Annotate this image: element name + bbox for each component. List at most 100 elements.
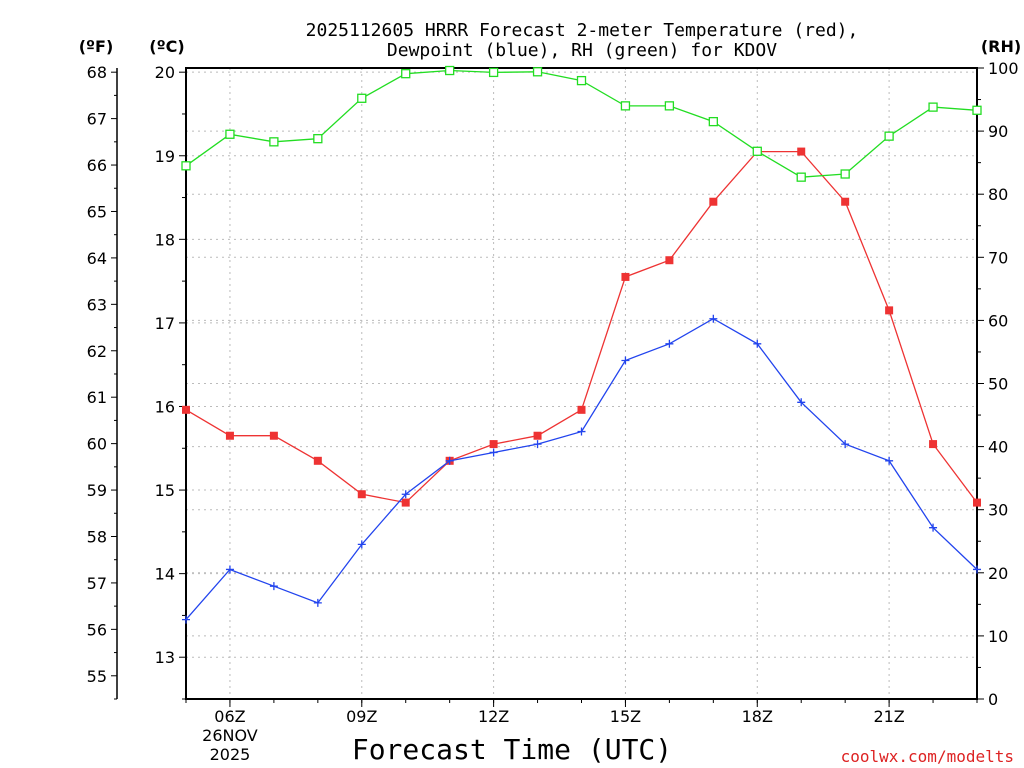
x-tick-label: 15Z xyxy=(610,707,641,726)
dewpoint-point xyxy=(709,314,718,323)
celsius-tick-label: 19 xyxy=(155,147,175,166)
dewpoint-point xyxy=(401,490,410,499)
rh-tick-label: 40 xyxy=(988,438,1008,457)
x-axis-title: Forecast Time (UTC) xyxy=(352,733,672,766)
rh-point xyxy=(313,134,323,144)
2-meter-temperature-series xyxy=(182,147,981,507)
rh-point xyxy=(269,137,279,147)
x-tick-label: 06Z xyxy=(214,707,245,726)
rh-point xyxy=(708,116,718,127)
rh-point xyxy=(181,161,191,171)
dewpoint-series xyxy=(182,314,981,624)
rh-point xyxy=(488,67,499,78)
rh-point xyxy=(357,93,367,103)
rh-point xyxy=(620,101,631,111)
dewpoint-point xyxy=(489,448,498,457)
dewpoint-point xyxy=(753,339,762,348)
rh-unit-label: (RH) xyxy=(981,37,1021,56)
fahrenheit-tick-label: 66 xyxy=(87,156,107,175)
rh-series xyxy=(181,65,982,182)
x-tick-label: 21Z xyxy=(873,707,904,726)
fahrenheit-tick-label: 65 xyxy=(87,202,107,221)
x-tick-label: 18Z xyxy=(742,707,773,726)
fahrenheit-tick-label: 64 xyxy=(87,249,107,268)
dewpoint-point xyxy=(445,456,454,465)
rh-tick-label: 50 xyxy=(988,375,1008,394)
dewpoint-point xyxy=(182,615,190,624)
2-meter-temperature-point xyxy=(577,405,586,414)
dewpoint-point xyxy=(797,398,806,407)
2-meter-temperature-point xyxy=(709,197,718,206)
dewpoint-point xyxy=(313,598,322,607)
dewpoint-point xyxy=(665,339,674,348)
celsius-tick-label: 13 xyxy=(155,648,175,667)
dewpoint-point xyxy=(929,523,938,532)
2-meter-temperature-point xyxy=(225,431,234,440)
x-tick-label: 12Z xyxy=(478,707,509,726)
rh-tick-label: 30 xyxy=(988,501,1008,520)
rh-point xyxy=(664,101,675,111)
axes: 55 56 57 58 59 60 61 62 63 64 65 66 67 68 13 14 15 16 17 18… xyxy=(87,59,1019,764)
rh-point xyxy=(225,129,235,139)
x-tick-date-label: 26NOV xyxy=(202,726,258,745)
2-meter-temperature-point xyxy=(797,147,806,156)
celsius-tick-label: 15 xyxy=(155,481,175,500)
rh-point xyxy=(928,102,938,112)
rh-tick-label: 10 xyxy=(988,627,1008,646)
rh-point xyxy=(884,131,894,141)
fahrenheit-tick-label: 56 xyxy=(87,620,107,639)
rh-point xyxy=(401,69,411,79)
rh-point xyxy=(752,146,762,156)
fahrenheit-tick-label: 61 xyxy=(87,388,107,407)
fahrenheit-tick-label: 68 xyxy=(87,63,107,82)
dewpoint-point xyxy=(269,582,278,591)
rh-tick-label: 70 xyxy=(988,248,1008,267)
2-meter-temperature-point xyxy=(841,197,850,206)
chart-title-line-2: Dewpoint (blue), RH (green) for KDOV xyxy=(387,40,777,61)
dewpoint-point xyxy=(841,440,850,449)
2-meter-temperature-point xyxy=(489,440,498,449)
celsius-tick-label: 14 xyxy=(155,565,175,584)
rh-point xyxy=(445,65,455,76)
rh-point xyxy=(840,169,850,179)
dewpoint-point xyxy=(533,440,542,449)
rh-tick-label: 100 xyxy=(988,59,1019,78)
dewpoint-point xyxy=(973,565,981,574)
data-series xyxy=(181,65,982,624)
rh-tick-label: 60 xyxy=(988,311,1008,330)
fahrenheit-tick-label: 60 xyxy=(87,435,107,454)
fahrenheit-tick-label: 67 xyxy=(87,110,107,129)
fahrenheit-tick-label: 59 xyxy=(87,481,107,500)
rh-tick-label: 0 xyxy=(988,690,998,709)
rh-tick-label: 20 xyxy=(988,564,1008,583)
2-meter-temperature-point xyxy=(533,431,542,440)
rh-point xyxy=(972,105,982,115)
fahrenheit-tick-label: 55 xyxy=(87,667,107,686)
2-meter-temperature-point xyxy=(269,431,278,440)
celsius-unit-label: (ºC) xyxy=(149,37,184,56)
dewpoint-point xyxy=(225,565,234,574)
x-tick-year-label: 2025 xyxy=(210,745,251,764)
rh-tick-label: 90 xyxy=(988,122,1008,141)
fahrenheit-tick-label: 62 xyxy=(87,342,107,361)
2-meter-temperature-point xyxy=(182,405,190,414)
dewpoint-point xyxy=(357,540,366,549)
celsius-tick-label: 20 xyxy=(155,63,175,82)
2-meter-temperature-point xyxy=(401,498,410,507)
rh-point xyxy=(796,172,806,182)
fahrenheit-tick-label: 57 xyxy=(87,574,107,593)
rh-point xyxy=(532,67,543,77)
2-meter-temperature-point xyxy=(973,498,981,507)
2-meter-temperature-point xyxy=(885,306,894,315)
2-meter-temperature-point xyxy=(929,440,938,449)
celsius-tick-label: 17 xyxy=(155,314,175,333)
x-tick-label: 09Z xyxy=(346,707,377,726)
2-meter-temperature-point xyxy=(665,256,674,265)
fahrenheit-unit-label: (ºF) xyxy=(79,37,114,56)
credit-text: coolwx.com/modelts xyxy=(841,747,1014,766)
fahrenheit-tick-label: 63 xyxy=(87,295,107,314)
2-meter-temperature-point xyxy=(357,490,366,499)
2-meter-temperature-point xyxy=(313,456,322,465)
rh-point xyxy=(576,75,587,86)
